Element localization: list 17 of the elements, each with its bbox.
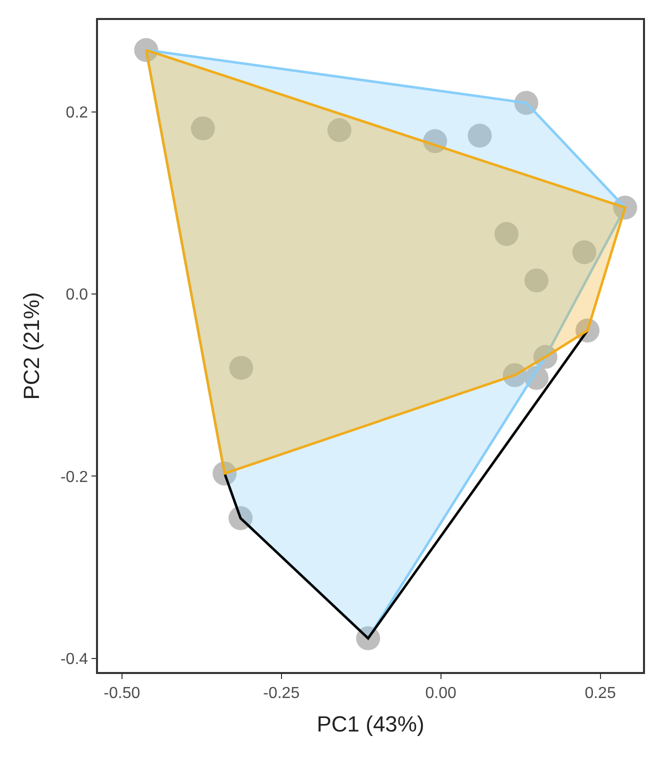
y-tick-label: -0.4 [60,650,88,668]
x-tick-label: 0.25 [584,684,616,702]
point [494,222,519,246]
x-tick-label: -0.25 [263,684,300,702]
point [468,124,492,148]
point [327,118,352,142]
y-tick-label: -0.2 [60,468,88,486]
x-tick-label: -0.50 [104,684,140,702]
point [572,240,596,264]
point [524,268,548,292]
x-axis-title: PC1 (43%) [316,711,424,736]
y-tick-label: 0.2 [66,104,88,122]
point [229,356,254,380]
x-tick-label: 0.00 [425,684,456,702]
point [190,116,215,140]
y-tick-label: 0.0 [66,286,88,304]
y-axis-title: PC2 (21%) [18,292,44,400]
